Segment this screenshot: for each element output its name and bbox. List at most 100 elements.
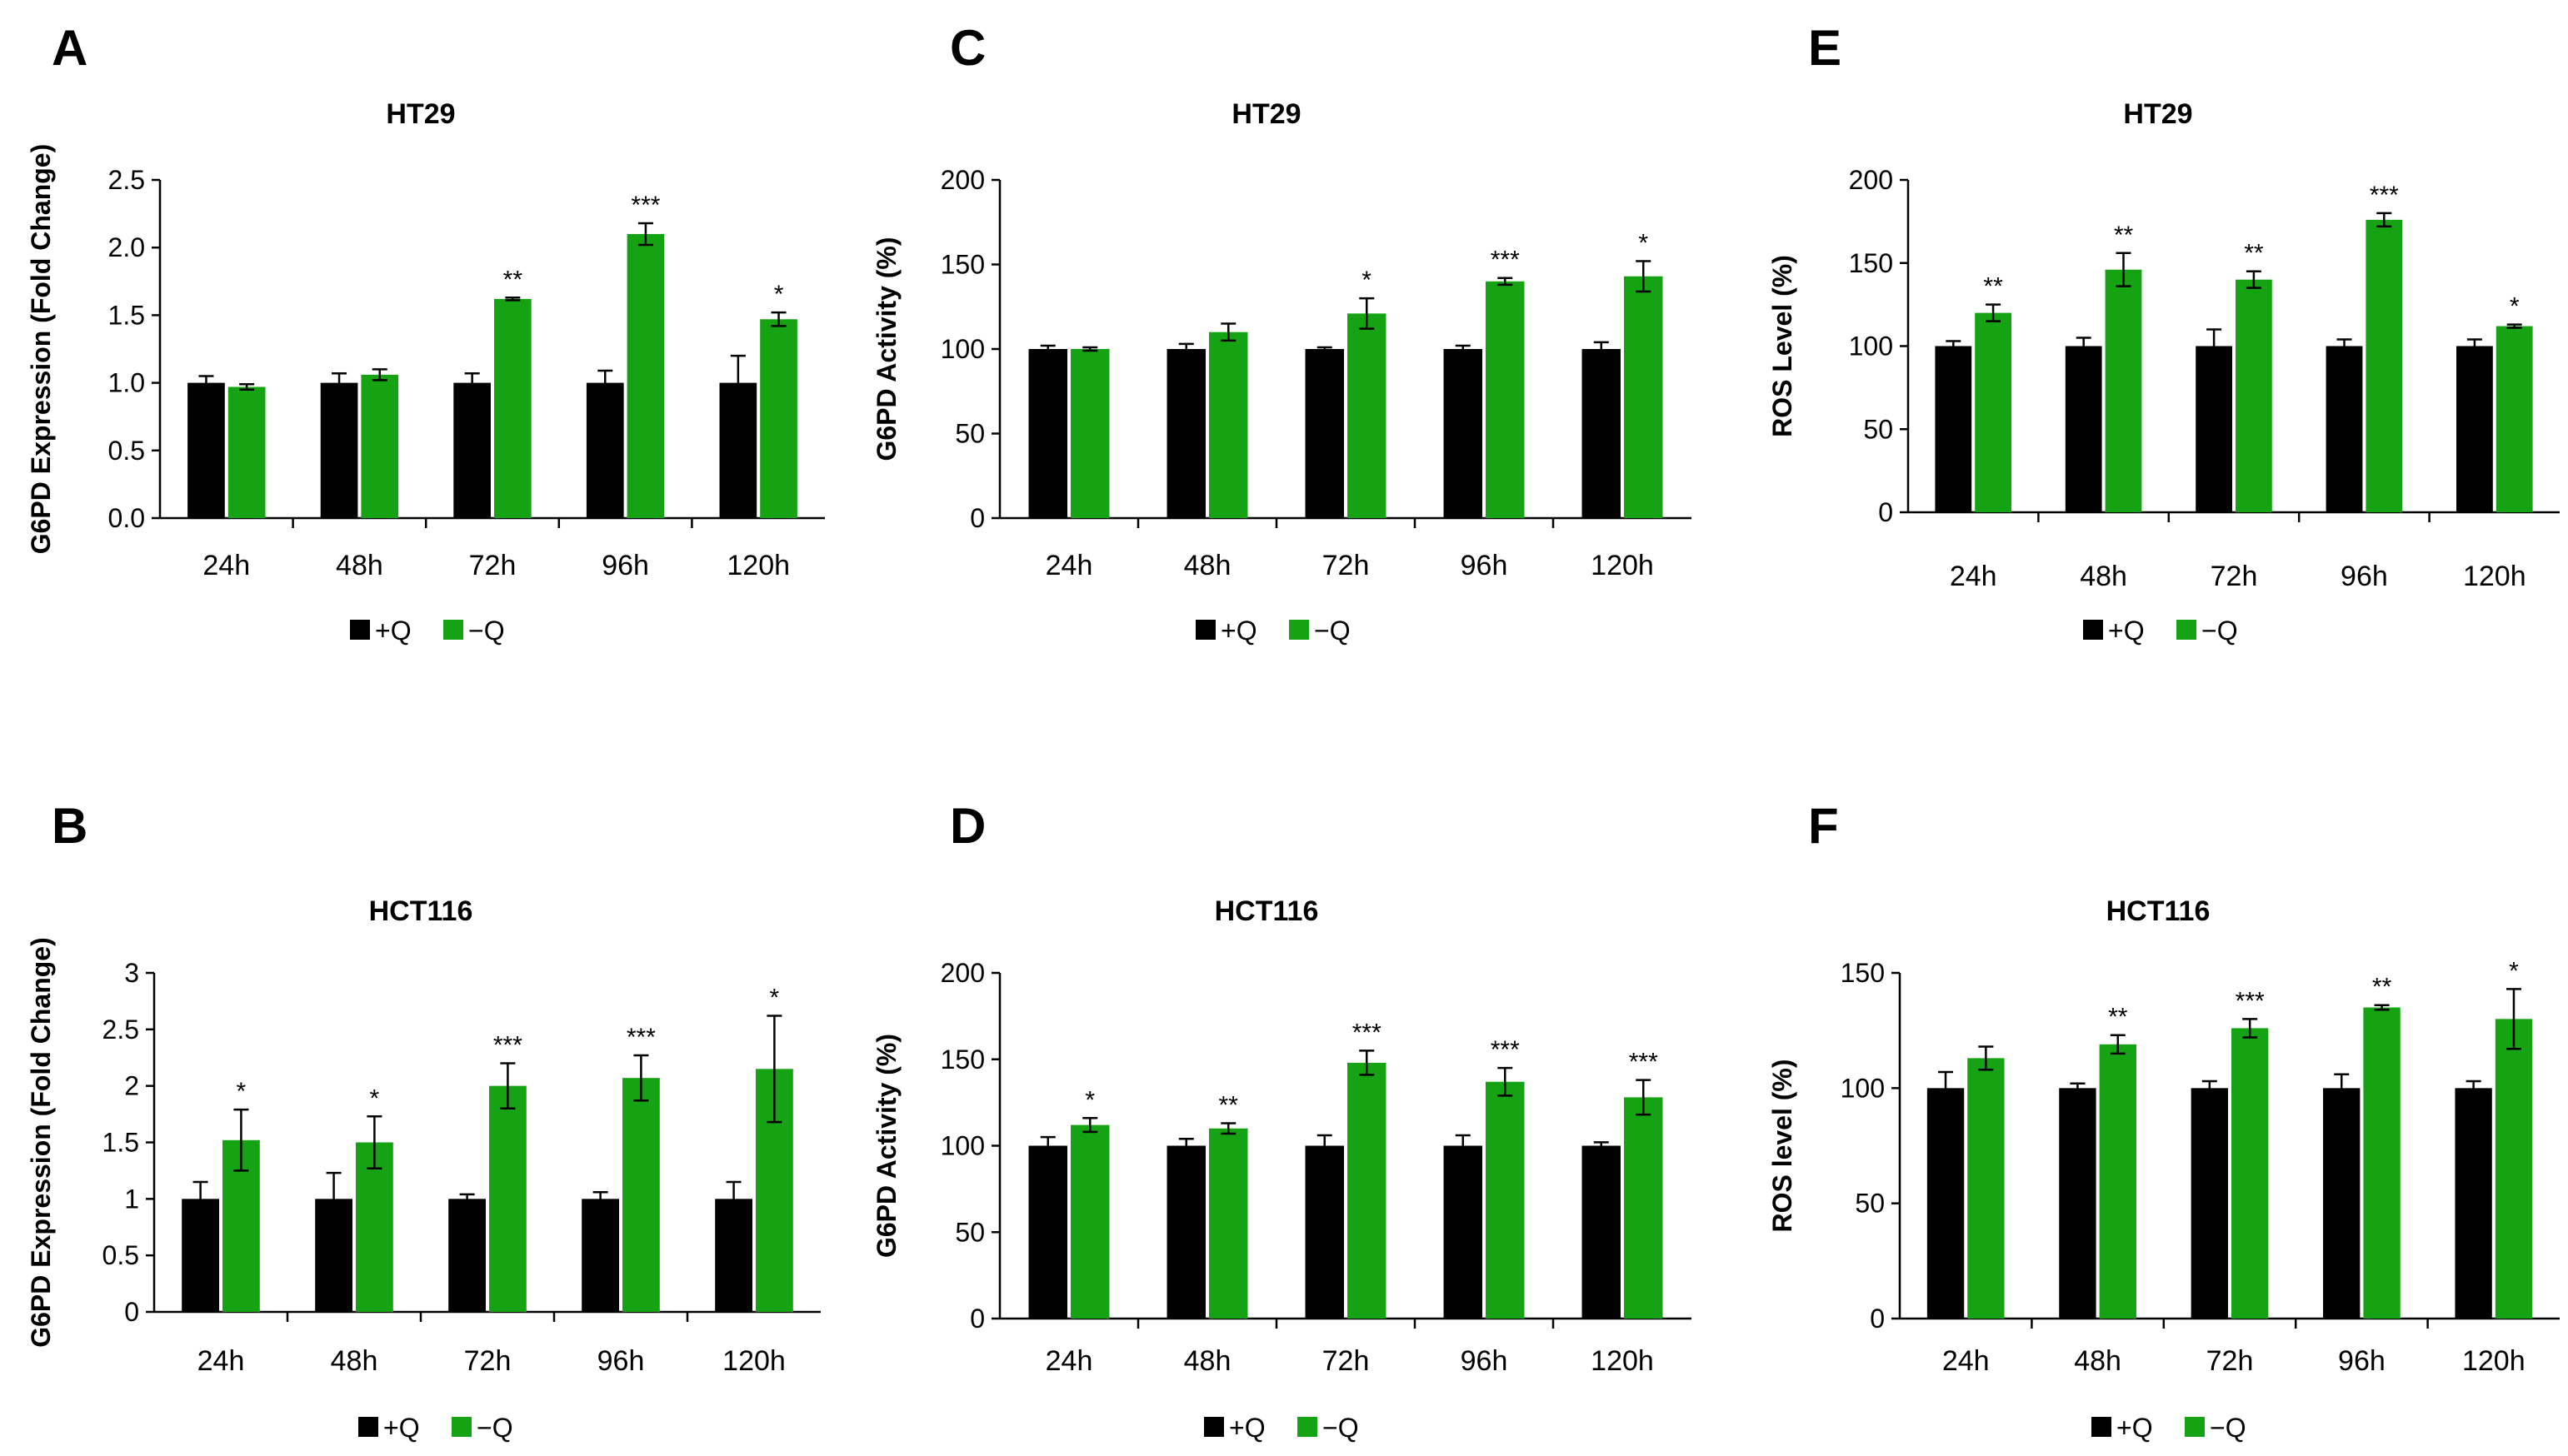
y-tick-label: 1.5 [102, 1128, 139, 1158]
bar-plus-q [1926, 1088, 1965, 1319]
significance-marker: *** [2370, 182, 2399, 209]
significance-marker: * [1361, 267, 1371, 294]
y-tick-label: 3 [124, 958, 139, 988]
bar-plus-q [582, 1199, 619, 1312]
panel-letter: E [1808, 20, 1841, 76]
y-axis-label: G6PD Expression (Fold Change) [26, 937, 56, 1348]
bar-minus-q [1347, 1062, 1386, 1319]
significance-marker: * [2509, 957, 2519, 985]
y-tick-label: 200 [941, 165, 985, 195]
bar-minus-q [1347, 313, 1386, 518]
bar-minus-q [489, 1085, 527, 1312]
bar-minus-q [1624, 1097, 1663, 1319]
y-tick-label: 150 [1849, 248, 1893, 278]
y-tick-label: 100 [941, 1131, 985, 1161]
y-tick-label: 50 [1863, 414, 1893, 444]
bar-plus-q [2455, 1088, 2492, 1319]
significance-marker: *** [1352, 1019, 1381, 1046]
chart-title: HT29 [386, 98, 455, 130]
x-tick-label: 72h [1322, 1345, 1370, 1377]
legend-label: −Q [2210, 1413, 2246, 1443]
y-tick-label: 0 [970, 503, 985, 533]
bar-minus-q [2366, 219, 2403, 512]
bar-minus-q [1486, 1081, 1525, 1319]
bar-plus-q [2196, 346, 2232, 512]
bar-plus-q [1935, 346, 1972, 512]
bar-plus-q [2065, 346, 2102, 512]
bar-minus-q [2105, 269, 2142, 512]
significance-marker: *** [493, 1032, 522, 1060]
bar-minus-q [1975, 312, 2011, 512]
y-tick-label: 50 [955, 419, 985, 449]
significance-marker: * [770, 985, 780, 1012]
significance-marker: *** [2236, 987, 2265, 1015]
significance-marker: * [1085, 1086, 1095, 1114]
x-tick-label: 48h [331, 1345, 378, 1377]
chart-title: HCT116 [369, 895, 473, 927]
bar-minus-q [2231, 1028, 2269, 1319]
chart-title: HT29 [2123, 98, 2192, 130]
significance-marker: * [774, 281, 784, 308]
y-tick-label: 50 [955, 1217, 985, 1247]
bar-minus-q [227, 386, 266, 518]
y-tick-label: 2.5 [108, 165, 145, 195]
x-tick-label: 120h [722, 1345, 786, 1377]
legend-swatch [2176, 620, 2196, 640]
bar-minus-q [1486, 281, 1525, 518]
bar-minus-q [2236, 279, 2272, 512]
chart-title: HCT116 [1215, 895, 1319, 927]
panel-letter: A [52, 20, 87, 76]
significance-marker: * [237, 1078, 247, 1105]
bar-plus-q [1028, 349, 1067, 518]
bar-plus-q [2191, 1088, 2228, 1319]
bar-minus-q [2496, 326, 2533, 512]
x-tick-label: 24h [197, 1345, 245, 1377]
x-tick-label: 120h [2462, 1345, 2526, 1377]
y-tick-label: 0 [1878, 497, 1893, 527]
x-tick-label: 96h [2341, 561, 2388, 592]
bar-minus-q [627, 233, 665, 518]
y-tick-label: 200 [1849, 165, 1893, 195]
legend-label: −Q [477, 1413, 513, 1443]
bar-plus-q [1305, 1145, 1344, 1319]
chart-panel-a: A HT29 0.0 0.5 1.0 1.5 2.0 2.5 G6PD Expression (… [26, 20, 825, 646]
bar-minus-q [356, 1142, 393, 1312]
bar-plus-q [448, 1199, 486, 1312]
bar-plus-q [2059, 1088, 2096, 1319]
bar-minus-q [2363, 1007, 2401, 1319]
y-tick-label: 2.5 [102, 1015, 139, 1045]
chart-panel-d: D HCT116 0 50 100 150 200 G6PD Activity (%) 24h *… [872, 798, 1691, 1443]
panel-letter: C [950, 20, 986, 76]
significance-marker: *** [631, 192, 660, 219]
x-tick-label: 120h [2463, 561, 2526, 592]
legend-swatch [1204, 1417, 1224, 1437]
y-tick-label: 0 [970, 1304, 985, 1334]
bar-minus-q [1209, 1128, 1248, 1319]
bar-plus-q [1581, 349, 1621, 518]
y-axis-label: G6PD Expression (Fold Change) [26, 144, 56, 555]
y-tick-label: 200 [941, 958, 985, 988]
x-tick-label: 24h [1046, 550, 1093, 581]
legend-label: +Q [383, 1413, 420, 1443]
bar-plus-q [1443, 349, 1482, 518]
chart-title: HT29 [1232, 98, 1301, 130]
bar-minus-q [2495, 1019, 2533, 1319]
y-tick-label: 1.5 [108, 300, 145, 330]
chart-title: HCT116 [2106, 895, 2211, 927]
significance-marker: * [370, 1085, 380, 1112]
x-tick-label: 72h [2206, 1345, 2254, 1377]
x-tick-label: 96h [2338, 1345, 2386, 1377]
x-tick-label: 120h [727, 550, 790, 581]
bar-plus-q [586, 382, 624, 518]
y-tick-label: 1.0 [108, 368, 145, 398]
y-tick-label: 0.5 [108, 436, 145, 466]
significance-marker: ** [2372, 974, 2392, 1001]
y-tick-label: 0.5 [102, 1240, 139, 1270]
y-axis-label: G6PD Activity (%) [872, 1034, 902, 1258]
y-axis-label: G6PD Activity (%) [872, 237, 902, 461]
x-tick-label: 24h [1942, 1345, 1990, 1377]
legend-label: +Q [375, 616, 412, 646]
bar-plus-q [2326, 346, 2363, 512]
y-tick-label: 0.0 [108, 503, 145, 533]
x-tick-label: 24h [1950, 561, 1997, 592]
